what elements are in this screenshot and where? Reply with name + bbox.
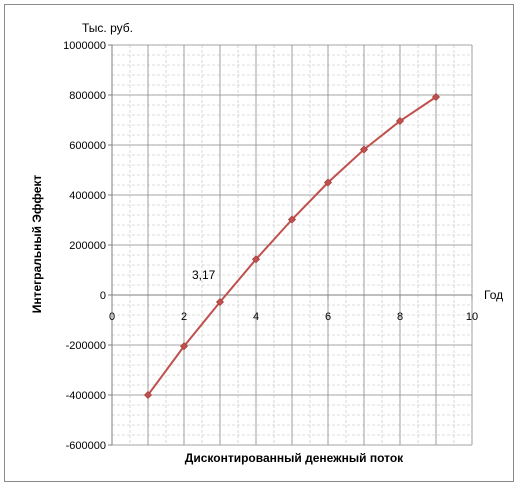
y-tick-label: -600000: [66, 440, 106, 452]
y-tick-label: 600000: [69, 140, 106, 152]
x-tick-label: 4: [253, 311, 259, 323]
y-tick-label: 200000: [69, 240, 106, 252]
data-point-marker: [431, 92, 441, 102]
y-axis-label: Интегральный Эффект: [30, 175, 44, 314]
x-tick-label: 8: [397, 311, 403, 323]
unit-label: Тыс. руб.: [82, 21, 133, 35]
x-tick-label: 6: [325, 311, 331, 323]
data-point-marker: [179, 342, 189, 351]
x-axis-name: Год: [484, 288, 503, 302]
y-tick-labels: -600000 -400000 -200000 0 200000 400000 600000…: [63, 40, 106, 452]
series-group: [143, 92, 441, 400]
y-tick-label: 0: [100, 290, 106, 302]
x-tick-labels: 0 2 4 6 8 10: [109, 311, 478, 323]
data-point-marker: [143, 390, 153, 400]
y-tick-label: 400000: [69, 190, 106, 202]
data-point-marker: [215, 297, 225, 307]
annotation-label: 3,17: [192, 268, 216, 282]
x-tick-label: 10: [466, 311, 478, 323]
y-tick-label: -400000: [66, 390, 106, 402]
x-tick-label: 0: [109, 311, 115, 323]
data-point-marker: [323, 178, 333, 187]
y-tick-label: -200000: [66, 340, 106, 352]
y-tick-label: 1000000: [63, 40, 106, 52]
x-axis-label: Дисконтированный денежный поток: [185, 451, 404, 465]
x-tick-label: 2: [181, 311, 187, 323]
axes: [108, 44, 473, 446]
data-point-marker: [287, 215, 297, 224]
data-point-marker: [395, 116, 405, 126]
y-tick-label: 800000: [69, 90, 106, 102]
data-point-marker: [251, 255, 261, 264]
chart-frame: [4, 4, 514, 482]
data-point-marker: [359, 145, 369, 154]
